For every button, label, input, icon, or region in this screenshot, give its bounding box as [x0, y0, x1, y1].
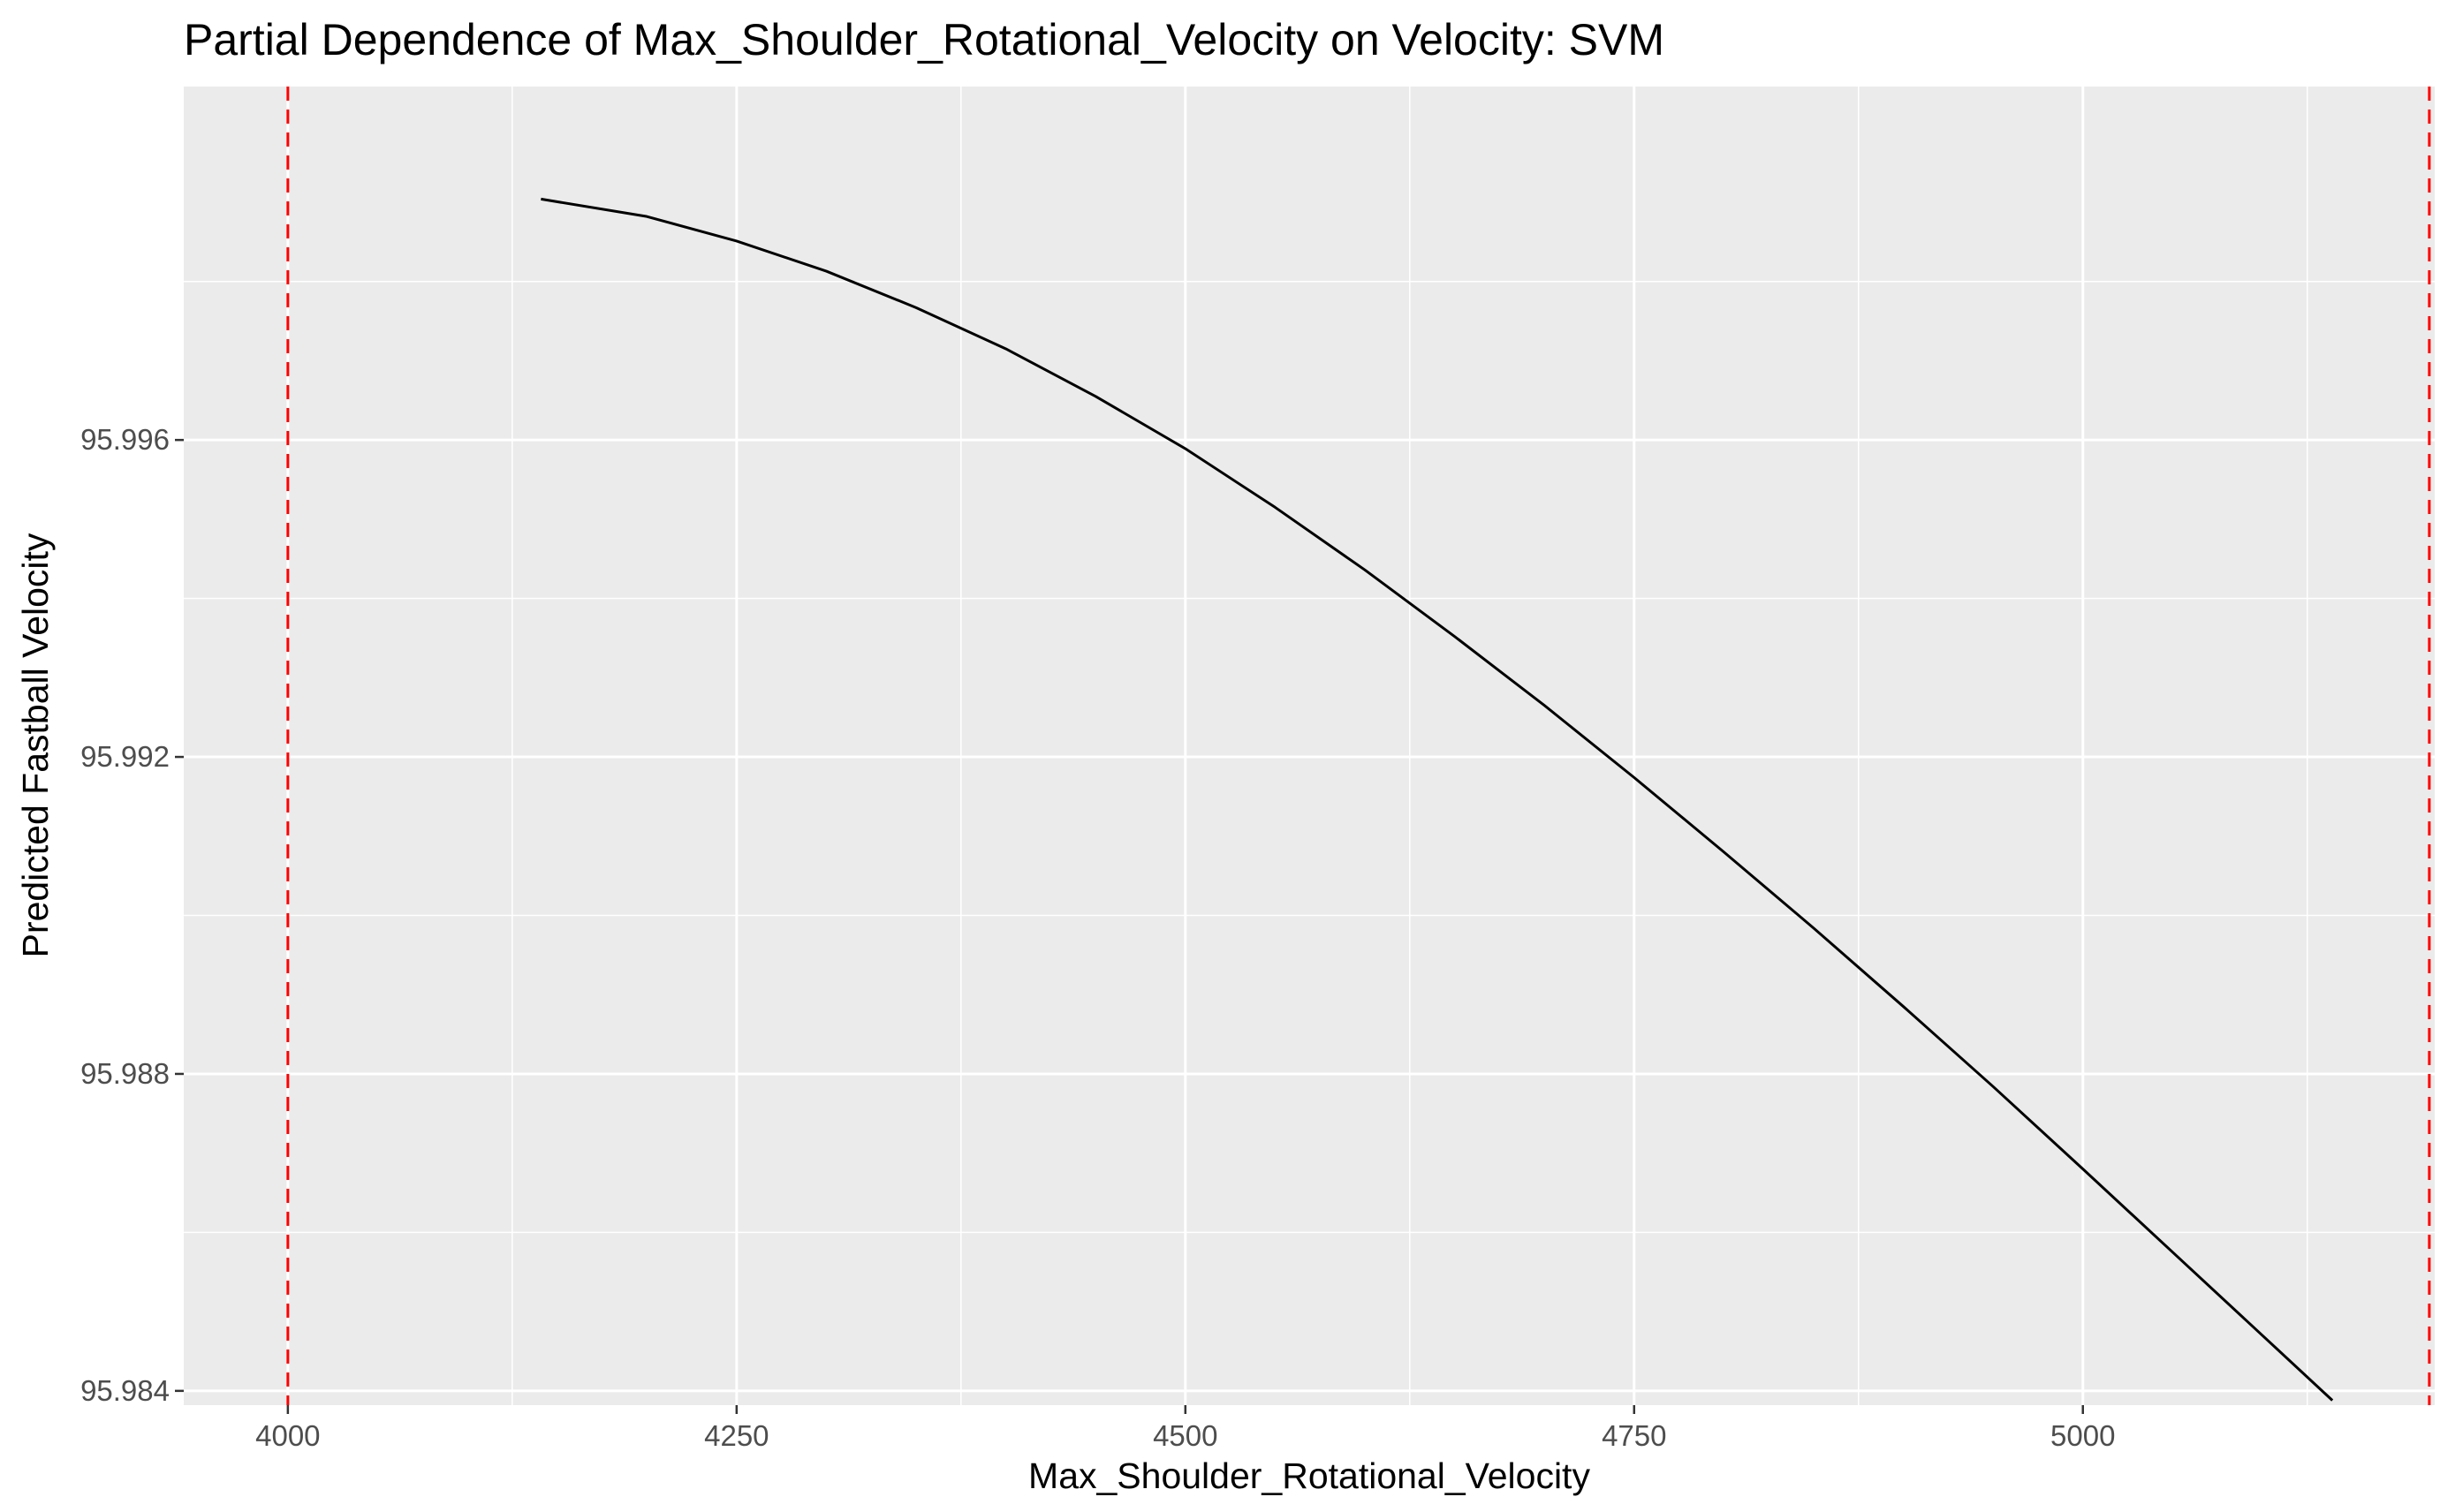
plot-panel [184, 87, 2435, 1405]
minor-gridlines [184, 87, 2435, 1405]
reference-lines [286, 87, 2431, 1405]
x-tick-label: 4500 [1153, 1419, 1217, 1452]
x-tick-label: 4250 [704, 1419, 769, 1452]
y-axis-title: Predicted Fastball Velocity [15, 533, 56, 957]
x-tick-label: 5000 [2050, 1419, 2115, 1452]
x-axis-ticks: 4000 4250 4500 4750 5000 [255, 1405, 2115, 1452]
x-tick-label: 4750 [1602, 1419, 1666, 1452]
y-tick-label: 95.984 [80, 1374, 170, 1407]
y-tick-label: 95.996 [80, 423, 170, 456]
x-axis-title: Max_Shoulder_Rotational_Velocity [1028, 1455, 1590, 1496]
chart-title: Partial Dependence of Max_Shoulder_Rotat… [184, 15, 1664, 64]
y-tick-label: 95.988 [80, 1057, 170, 1090]
partial-dependence-line [541, 197, 2334, 1402]
y-axis-ticks: 95.984 95.988 95.992 95.996 [80, 423, 184, 1407]
x-tick-label: 4000 [255, 1419, 320, 1452]
y-tick-label: 95.992 [80, 740, 170, 773]
major-gridlines [184, 87, 2435, 1405]
